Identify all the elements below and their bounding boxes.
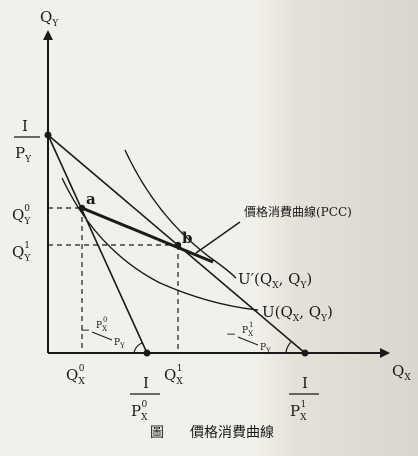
svg-text:−: − [80, 323, 90, 337]
caption-prefix: 圖 [150, 425, 164, 441]
u-prime-label: U′(QX, QY) [238, 270, 312, 291]
budget-line-0 [47, 134, 148, 354]
label-qx1: QX1 [164, 364, 183, 387]
x0-intercept-label: I PX0 [130, 374, 160, 423]
point-b [174, 241, 182, 249]
point-y-intercept [44, 131, 52, 139]
pcc-pointer [195, 221, 241, 254]
svg-text:PX0: PX0 [131, 400, 148, 423]
svg-text:PX0: PX0 [96, 316, 108, 333]
label-qy1: QY1 [12, 241, 31, 264]
svg-text:PY: PY [260, 343, 271, 355]
slope-label-0: − PX0 PY [80, 316, 125, 350]
point-x1-intercept [301, 349, 309, 357]
svg-text:I: I [22, 117, 28, 135]
point-x0-intercept [143, 349, 151, 357]
label-qx0: QX0 [66, 364, 85, 387]
svg-text:I: I [143, 374, 149, 392]
x-axis-label: QX [392, 362, 411, 383]
caption-title: 價格消費曲線 [190, 424, 274, 441]
pcc-line [81, 206, 214, 264]
svg-text:I: I [302, 374, 308, 392]
angle-arc-1 [285, 341, 292, 354]
svg-text:PX1: PX1 [290, 400, 307, 423]
y-axis-label: QY [40, 8, 59, 29]
label-b: b [182, 229, 193, 247]
svg-text:PY: PY [114, 338, 125, 350]
svg-text:PY: PY [15, 144, 32, 165]
u-label: U(QX, QY) [262, 303, 333, 324]
label-a: a [86, 190, 96, 208]
indifference-curve-u [61, 177, 259, 311]
pcc-label: 價格消費曲線(PCC) [244, 204, 352, 219]
point-a [78, 204, 86, 212]
label-qy0: QY0 [12, 204, 31, 227]
indifference-curve-u-prime [124, 149, 237, 279]
slope-label-1: − PX1 PY [226, 321, 271, 355]
x1-intercept-label: I PX1 [289, 374, 319, 423]
angle-arc-0 [133, 342, 143, 354]
svg-text:PX1: PX1 [242, 321, 254, 338]
y-intercept-label: I PY [14, 117, 40, 165]
page-bleed-shadow [255, 0, 418, 456]
svg-text:−: − [226, 327, 236, 341]
